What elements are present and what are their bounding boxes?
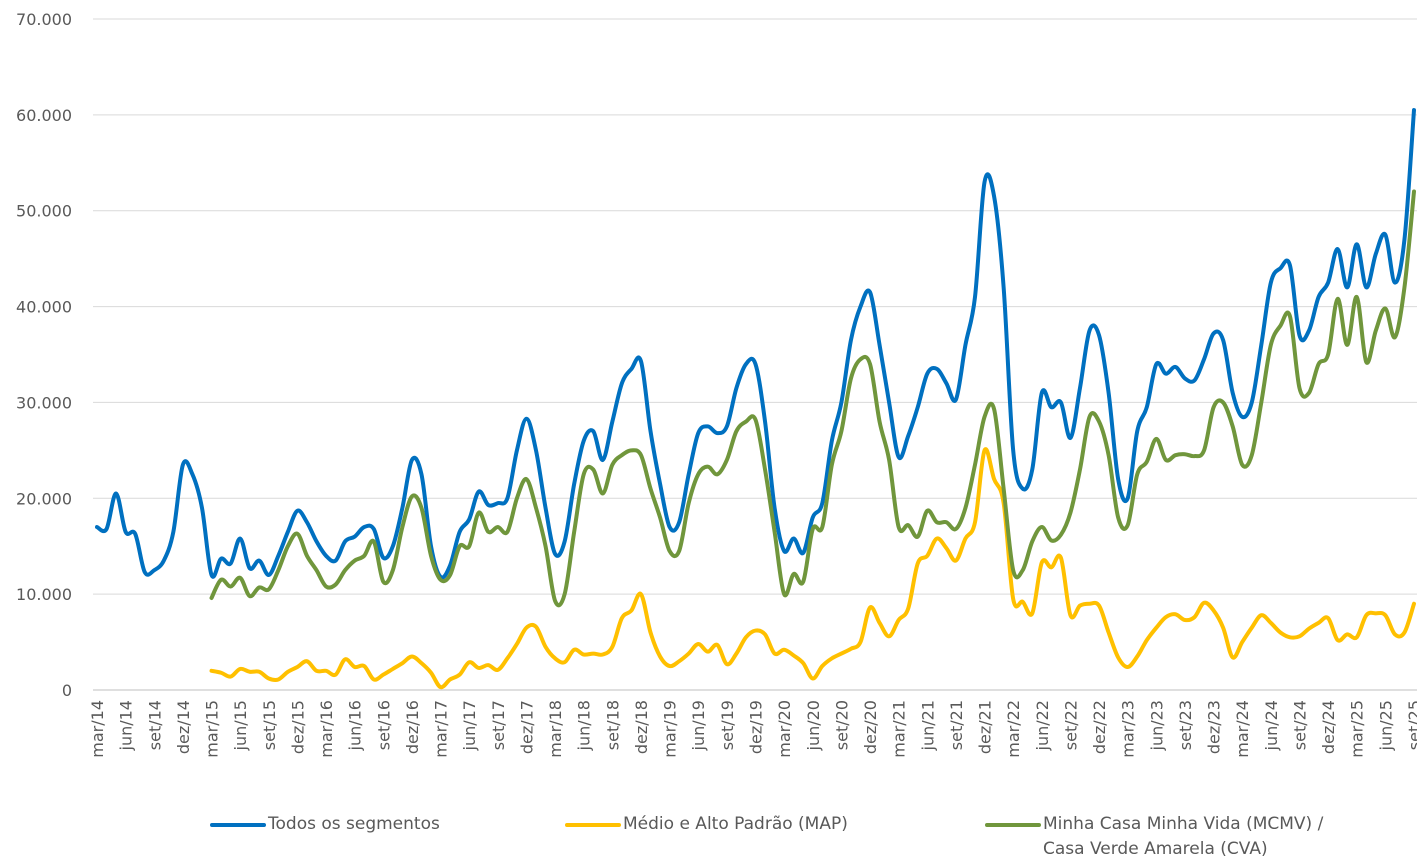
chart: 0 10.000 20.000 30.000 40.000 50.000 60.000 70.…	[16, 10, 1417, 758]
x-tick-label: jun/21	[918, 700, 937, 751]
legend-label: Todos os segmentos	[268, 814, 440, 834]
x-tick-label: set/14	[145, 700, 164, 750]
x-tick-label: set/19	[718, 700, 737, 750]
x-tick-label: dez/14	[174, 700, 193, 754]
legend-swatch	[985, 823, 1041, 827]
x-tick-label: mar/19	[661, 700, 680, 758]
x-tick-label: set/18	[603, 700, 622, 750]
x-tick-label: set/24	[1290, 700, 1309, 750]
x-tick-label: dez/21	[976, 700, 995, 754]
x-tick-label: mar/25	[1348, 700, 1367, 758]
y-tick-label: 10.000	[16, 585, 72, 604]
x-tick-label: set/23	[1176, 700, 1195, 750]
series-line	[209, 447, 1416, 690]
x-tick-label: dez/19	[747, 700, 766, 754]
y-tick-label: 50.000	[16, 202, 72, 221]
x-tick-label: dez/15	[288, 700, 307, 754]
y-tick-label: 60.000	[16, 106, 72, 125]
legend-label: Minha Casa Minha Vida (MCMV) / Casa Verd…	[1043, 814, 1324, 859]
x-tick-label: jun/16	[346, 700, 365, 751]
y-tick-label: 70.000	[16, 10, 72, 29]
x-tick-label: jun/18	[575, 700, 594, 751]
x-tick-label: mar/20	[775, 700, 794, 758]
y-tick-label: 0	[62, 681, 72, 700]
x-tick-label: mar/17	[432, 700, 451, 758]
x-tick-label: jun/19	[689, 700, 708, 751]
x-tick-label: mar/14	[88, 700, 107, 758]
legend-swatch	[210, 823, 266, 827]
legend-item: Minha Casa Minha Vida (MCMV) / Casa Verd…	[985, 812, 1363, 862]
legend-item: Médio e Alto Padrão (MAP)	[565, 812, 848, 837]
x-tick-label: set/20	[832, 700, 851, 750]
x-tick-label: dez/24	[1319, 700, 1338, 754]
x-tick-label: set/22	[1061, 700, 1080, 750]
x-tick-label: jun/24	[1262, 700, 1281, 751]
x-tick-label: mar/23	[1119, 700, 1138, 758]
x-tick-label: jun/14	[117, 700, 136, 751]
x-tick-label: mar/22	[1004, 700, 1023, 758]
x-tick-label: dez/16	[403, 700, 422, 754]
x-tick-label: set/25	[1405, 700, 1417, 750]
x-tick-label: mar/16	[317, 700, 336, 758]
x-tick-label: mar/24	[1233, 700, 1252, 758]
x-tick-label: set/21	[947, 700, 966, 750]
x-tick-label: jun/23	[1147, 700, 1166, 751]
x-tick-label: set/16	[374, 700, 393, 750]
y-tick-label: 30.000	[16, 393, 72, 412]
series-line	[95, 108, 1416, 580]
series-line	[209, 189, 1416, 608]
x-tick-label: set/17	[489, 700, 508, 750]
legend-item: Todos os segmentos	[210, 812, 440, 837]
x-tick-label: jun/15	[231, 700, 250, 751]
legend-label: Médio e Alto Padrão (MAP)	[623, 814, 848, 834]
x-tick-label: mar/15	[203, 700, 222, 758]
y-tick-label: 40.000	[16, 298, 72, 317]
x-tick-label: jun/22	[1033, 700, 1052, 751]
x-tick-label: dez/18	[632, 700, 651, 754]
x-tick-label: dez/17	[517, 700, 536, 754]
x-tick-label: jun/17	[460, 700, 479, 751]
x-tick-label: jun/25	[1376, 700, 1395, 751]
y-tick-label: 20.000	[16, 489, 72, 508]
x-tick-label: dez/22	[1090, 700, 1109, 754]
x-tick-label: dez/23	[1205, 700, 1224, 754]
x-tick-label: dez/20	[861, 700, 880, 754]
x-tick-label: mar/21	[890, 700, 909, 758]
x-tick-label: mar/18	[546, 700, 565, 758]
x-tick-label: jun/20	[804, 700, 823, 751]
x-tick-label: set/15	[260, 700, 279, 750]
legend-swatch	[565, 823, 621, 827]
